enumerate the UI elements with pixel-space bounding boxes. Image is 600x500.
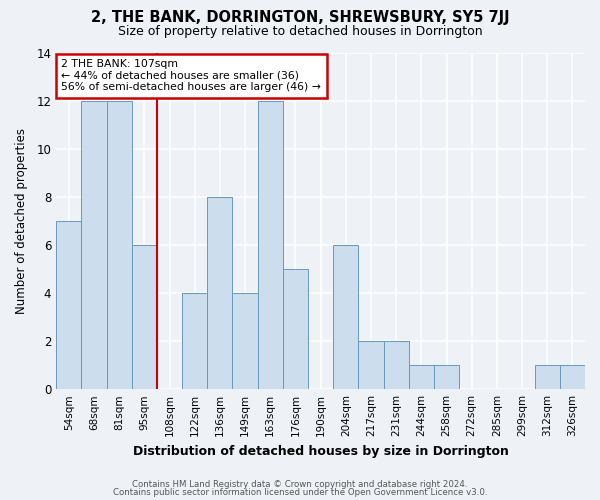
X-axis label: Distribution of detached houses by size in Dorrington: Distribution of detached houses by size …	[133, 444, 509, 458]
Bar	[132, 245, 157, 389]
Text: 2 THE BANK: 107sqm
← 44% of detached houses are smaller (36)
56% of semi-detache: 2 THE BANK: 107sqm ← 44% of detached hou…	[61, 59, 322, 92]
Bar	[207, 197, 232, 389]
Bar	[358, 341, 383, 389]
Text: Size of property relative to detached houses in Dorrington: Size of property relative to detached ho…	[118, 25, 482, 38]
Bar	[182, 293, 207, 389]
Bar	[535, 365, 560, 389]
Bar	[333, 245, 358, 389]
Bar	[434, 365, 459, 389]
Bar	[283, 269, 308, 389]
Bar	[232, 293, 257, 389]
Bar	[56, 221, 82, 389]
Text: Contains public sector information licensed under the Open Government Licence v3: Contains public sector information licen…	[113, 488, 487, 497]
Bar	[383, 341, 409, 389]
Bar	[257, 100, 283, 389]
Text: 2, THE BANK, DORRINGTON, SHREWSBURY, SY5 7JJ: 2, THE BANK, DORRINGTON, SHREWSBURY, SY5…	[91, 10, 509, 25]
Bar	[107, 100, 132, 389]
Bar	[409, 365, 434, 389]
Y-axis label: Number of detached properties: Number of detached properties	[15, 128, 28, 314]
Text: Contains HM Land Registry data © Crown copyright and database right 2024.: Contains HM Land Registry data © Crown c…	[132, 480, 468, 489]
Bar	[82, 100, 107, 389]
Bar	[560, 365, 585, 389]
